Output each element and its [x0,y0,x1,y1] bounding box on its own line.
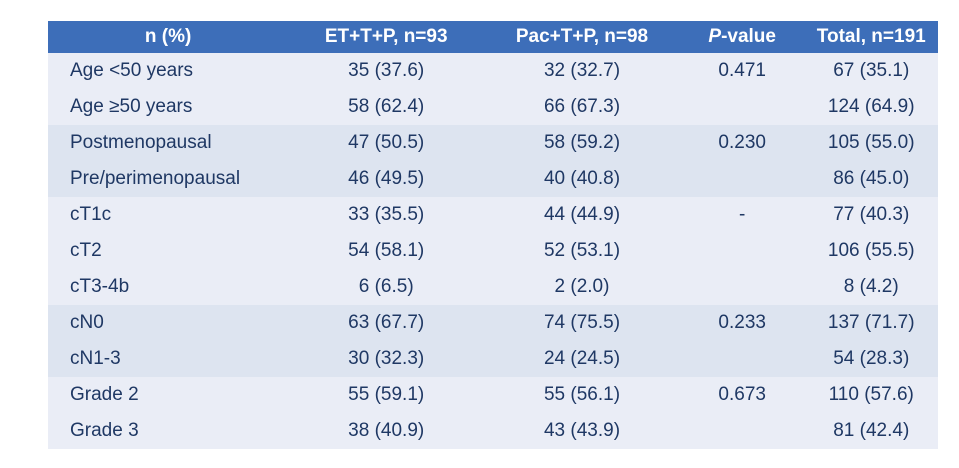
cell-et: 58 (62.4) [288,89,485,125]
cell-label: cN0 [48,305,289,341]
table-row: Age <50 years 35 (37.6) 32 (32.7) 0.471 … [48,53,938,89]
table-row: cN1-3 30 (32.3) 24 (24.5) 54 (28.3) [48,341,938,377]
cell-total: 54 (28.3) [804,341,938,377]
table-row: cN0 63 (67.7) 74 (75.5) 0.233 137 (71.7) [48,305,938,341]
cell-label: Grade 3 [48,413,289,449]
table-row: cT1c 33 (35.5) 44 (44.9) - 77 (40.3) [48,197,938,233]
cell-pac: 66 (67.3) [484,89,680,125]
cell-pac: 24 (24.5) [484,341,680,377]
cell-pvalue [679,161,805,197]
cell-et: 33 (35.5) [288,197,485,233]
cell-pvalue [679,341,805,377]
table-row: Grade 2 55 (59.1) 55 (56.1) 0.673 110 (5… [48,377,938,413]
cell-total: 137 (71.7) [804,305,938,341]
header-cell-p-value: P-value [679,21,805,53]
cell-et: 47 (50.5) [288,125,485,161]
cell-label: cT3-4b [48,269,289,305]
header-cell-et-arm: ET+T+P, n=93 [288,21,485,53]
cell-total: 124 (64.9) [804,89,938,125]
cell-et: 38 (40.9) [288,413,485,449]
cell-pvalue: 0.230 [679,125,805,161]
cell-label: Grade 2 [48,377,289,413]
table-row: Pre/perimenopausal 46 (49.5) 40 (40.8) 8… [48,161,938,197]
cell-pvalue: 0.673 [679,377,805,413]
cell-pvalue [679,269,805,305]
cell-total: 106 (55.5) [804,233,938,269]
p-value-suffix: -value [721,26,776,47]
cell-et: 46 (49.5) [288,161,485,197]
cell-pac: 44 (44.9) [484,197,680,233]
cell-pac: 55 (56.1) [484,377,680,413]
cell-et: 63 (67.7) [288,305,485,341]
cell-label: cT1c [48,197,289,233]
cell-total: 81 (42.4) [804,413,938,449]
cell-et: 30 (32.3) [288,341,485,377]
cell-label: Age <50 years [48,53,289,89]
cell-pac: 32 (32.7) [484,53,680,89]
header-cell-n-pct: n (%) [48,21,289,53]
cell-pac: 74 (75.5) [484,305,680,341]
patient-characteristics-table: n (%) ET+T+P, n=93 Pac+T+P, n=98 P-value… [48,21,938,449]
table-row: cT3-4b 6 (6.5) 2 (2.0) 8 (4.2) [48,269,938,305]
cell-et: 35 (37.6) [288,53,485,89]
cell-pac: 43 (43.9) [484,413,680,449]
cell-pvalue: - [679,197,805,233]
cell-label: Age ≥50 years [48,89,289,125]
table-row: Grade 3 38 (40.9) 43 (43.9) 81 (42.4) [48,413,938,449]
cell-pac: 58 (59.2) [484,125,680,161]
cell-pvalue [679,89,805,125]
cell-total: 77 (40.3) [804,197,938,233]
cell-label: cN1-3 [48,341,289,377]
cell-et: 54 (58.1) [288,233,485,269]
cell-label: Postmenopausal [48,125,289,161]
cell-pvalue [679,233,805,269]
cell-pvalue [679,413,805,449]
table-row: Age ≥50 years 58 (62.4) 66 (67.3) 124 (6… [48,89,938,125]
cell-pac: 52 (53.1) [484,233,680,269]
cell-total: 105 (55.0) [804,125,938,161]
cell-total: 8 (4.2) [804,269,938,305]
cell-pac: 2 (2.0) [484,269,680,305]
header-cell-pac-arm: Pac+T+P, n=98 [484,21,680,53]
cell-pac: 40 (40.8) [484,161,680,197]
cell-pvalue: 0.233 [679,305,805,341]
cell-pvalue: 0.471 [679,53,805,89]
table-row: Postmenopausal 47 (50.5) 58 (59.2) 0.230… [48,125,938,161]
patient-characteristics-table-container: n (%) ET+T+P, n=93 Pac+T+P, n=98 P-value… [48,21,938,449]
cell-total: 86 (45.0) [804,161,938,197]
cell-label: cT2 [48,233,289,269]
cell-total: 110 (57.6) [804,377,938,413]
cell-et: 6 (6.5) [288,269,485,305]
table-header-row: n (%) ET+T+P, n=93 Pac+T+P, n=98 P-value… [48,21,938,53]
cell-et: 55 (59.1) [288,377,485,413]
header-cell-total: Total, n=191 [804,21,938,53]
table-row: cT2 54 (58.1) 52 (53.1) 106 (55.5) [48,233,938,269]
p-value-italic-p: P [708,26,722,47]
cell-label: Pre/perimenopausal [48,161,289,197]
cell-total: 67 (35.1) [804,53,938,89]
